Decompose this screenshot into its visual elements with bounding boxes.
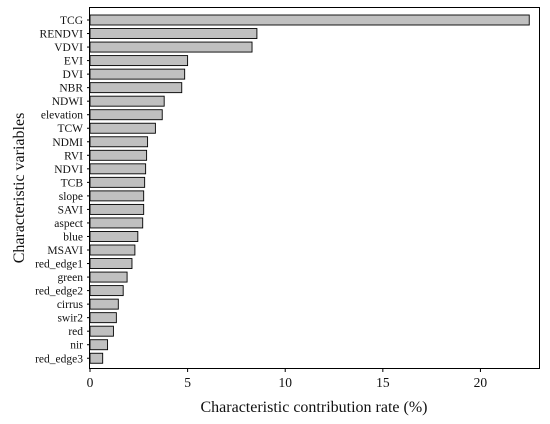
- bar-DVI: [89, 68, 186, 80]
- bar-NDWI: [89, 95, 165, 107]
- y-tick-label: TCW: [57, 123, 83, 135]
- y-tick-label: DVI: [63, 69, 84, 81]
- bar-RENDVI: [89, 28, 258, 39]
- bar-cirrus: [89, 298, 119, 310]
- bar-VDVI: [89, 41, 253, 53]
- y-tick-label: slope: [59, 191, 83, 203]
- y-tick-label: NDMI: [52, 137, 83, 149]
- bar-NDMI: [89, 136, 149, 148]
- y-tick-label: elevation: [41, 110, 83, 122]
- y-tick-label: VDVI: [54, 42, 83, 54]
- bar-TCG: [89, 14, 530, 26]
- y-tick-label: nir: [70, 340, 83, 352]
- bar-NDVI: [89, 163, 147, 175]
- x-tick-label: 15: [376, 375, 390, 390]
- y-tick-label: red_edge1: [35, 259, 83, 271]
- bar-EVI: [89, 55, 189, 67]
- bar-red_edge1: [89, 258, 133, 269]
- bar-RVI: [89, 149, 148, 161]
- bar-elevation: [89, 109, 163, 121]
- x-axis: 0 5 10 15 20: [87, 368, 488, 390]
- bar-slope: [89, 190, 145, 202]
- y-tick-label: NBR: [59, 83, 83, 95]
- y-tick-label: swir2: [57, 313, 83, 325]
- y-tick-label: red: [68, 326, 83, 338]
- y-tick-label: TCG: [60, 15, 83, 27]
- x-tick-label: 5: [184, 375, 191, 390]
- y-tick-label: aspect: [54, 218, 84, 230]
- y-tick-label: SAVI: [58, 204, 84, 216]
- y-axis-title: Characteristic variables: [11, 113, 28, 264]
- bar-TCW: [89, 122, 156, 134]
- x-tick-label: 10: [278, 375, 292, 390]
- y-tick-label: RENDVI: [40, 29, 84, 41]
- bar-swir2: [89, 312, 117, 324]
- y-tick-label: NDWI: [52, 96, 83, 108]
- y-tick-label: blue: [63, 231, 83, 243]
- bar-SAVI: [89, 203, 145, 215]
- y-tick-label: NDVI: [54, 164, 83, 176]
- bar-nir: [89, 339, 109, 351]
- bar-TCB: [89, 176, 146, 188]
- bar-aspect: [89, 217, 144, 229]
- bar-green: [89, 271, 128, 283]
- bar-NBR: [89, 82, 183, 94]
- y-tick-label: green: [57, 272, 83, 284]
- y-tick-label: EVI: [64, 56, 83, 68]
- x-tick-label: 20: [474, 375, 488, 390]
- y-tick-label: MSAVI: [47, 245, 83, 257]
- bar-red_edge3: [89, 352, 104, 364]
- bar-blue: [89, 231, 139, 242]
- bar-MSAVI: [89, 244, 136, 256]
- bar-red: [89, 325, 114, 337]
- x-tick-label: 0: [87, 375, 94, 390]
- y-tick-label: TCB: [61, 177, 84, 189]
- plot-frame: [89, 7, 540, 369]
- bars: [89, 14, 530, 364]
- y-tick-label: RVI: [64, 150, 83, 162]
- bar-red_edge2: [89, 285, 124, 297]
- y-tick-label: red_edge2: [35, 286, 83, 298]
- x-axis-title: Characteristic contribution rate (%): [200, 399, 427, 416]
- y-tick-label: red_edge3: [35, 353, 83, 365]
- y-tick-label: cirrus: [57, 299, 84, 311]
